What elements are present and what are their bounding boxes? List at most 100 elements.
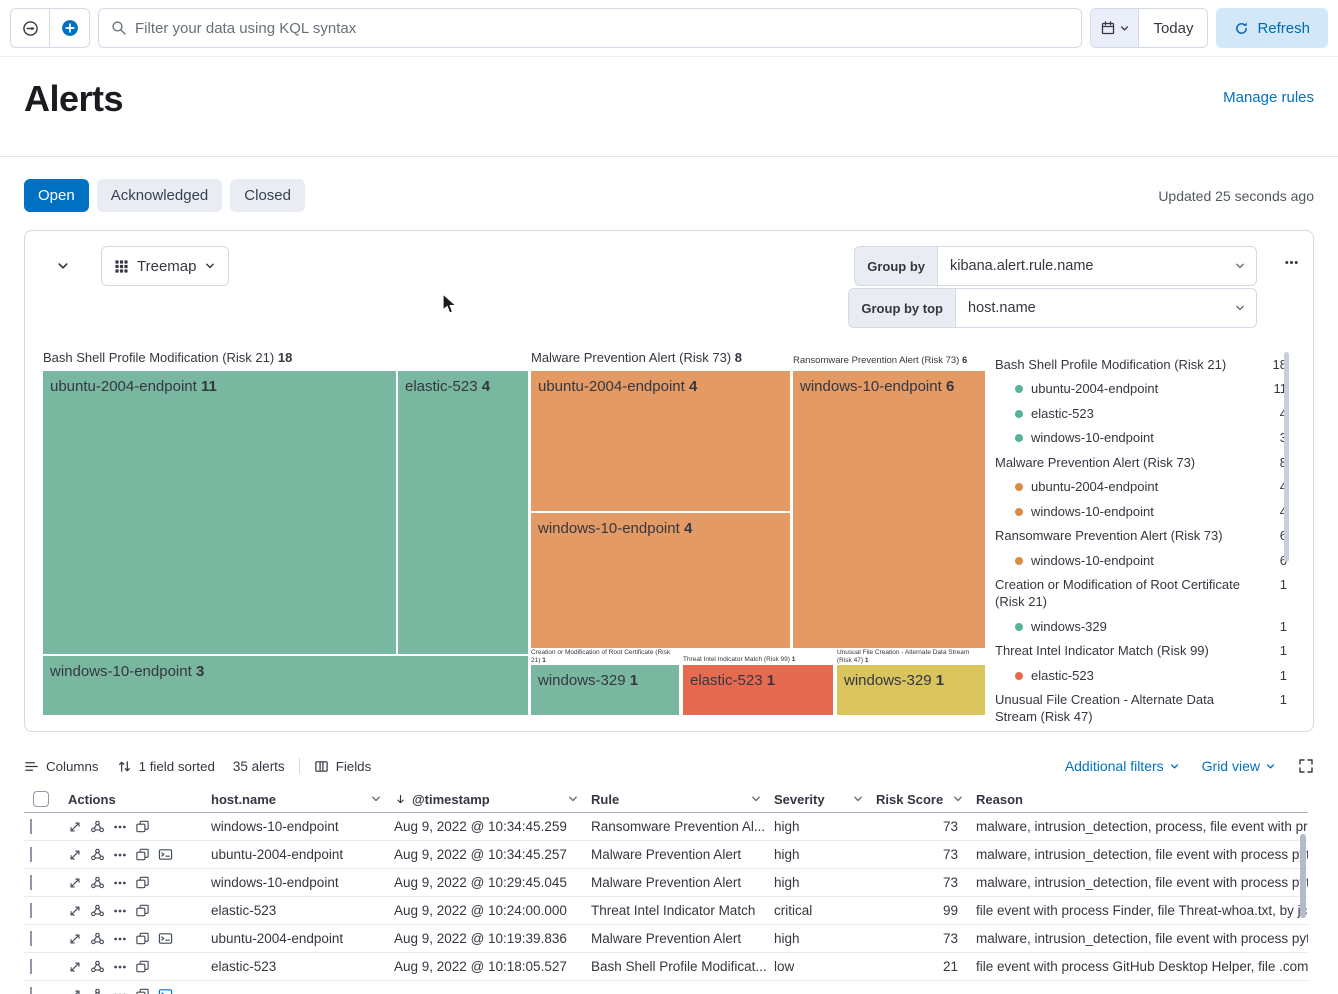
refresh-button[interactable]: Refresh [1216, 8, 1328, 48]
more-actions-icon[interactable] [113, 904, 127, 918]
more-actions-icon[interactable] [113, 848, 127, 862]
expand-alert-icon[interactable] [68, 932, 82, 946]
column-header-risk-score[interactable]: Risk Score [870, 792, 970, 807]
column-header-severity[interactable]: Severity [768, 792, 870, 807]
row-checkbox[interactable] [30, 959, 32, 974]
more-actions-icon[interactable] [113, 960, 127, 974]
treemap-tile[interactable]: ubuntu-2004-endpoint 4 [531, 371, 790, 511]
table-scrollbar[interactable] [1300, 834, 1306, 918]
row-actions [58, 903, 205, 918]
risk-score-cell: 73 [942, 875, 958, 890]
timestamp-cell: Aug 9, 2022 @ 10:18:05.527 [394, 959, 567, 974]
treemap-tile[interactable]: windows-10-endpoint 4 [531, 513, 790, 648]
date-quick-select-button[interactable] [1091, 9, 1140, 47]
more-actions-icon[interactable] [113, 876, 127, 890]
tab-closed[interactable]: Closed [230, 179, 305, 212]
treemap-tile[interactable]: elastic-523 4 [398, 371, 528, 654]
group-by-top-select[interactable]: host.name [955, 288, 1257, 328]
fullscreen-button[interactable] [1298, 758, 1314, 774]
timeline-icon[interactable] [135, 987, 150, 994]
tab-open[interactable]: Open [24, 179, 89, 212]
more-actions-icon[interactable] [113, 932, 127, 946]
columns-button[interactable]: Columns [24, 759, 99, 774]
expand-alert-icon[interactable] [68, 988, 82, 994]
column-header-reason[interactable]: Reason [976, 791, 1023, 807]
kql-search-input[interactable] [135, 19, 1070, 37]
page-header: Alerts Manage rules [0, 57, 1338, 120]
chevron-down-icon [370, 793, 382, 805]
column-header-host[interactable]: host.name [205, 792, 388, 807]
row-checkbox[interactable] [30, 903, 32, 918]
analyzer-icon[interactable] [90, 931, 105, 946]
treemap-tile[interactable]: windows-10-endpoint 6 [793, 371, 985, 648]
chart-options-button[interactable] [1284, 255, 1299, 270]
grid-view-button[interactable]: Grid view [1202, 758, 1276, 774]
analyzer-icon[interactable] [90, 847, 105, 862]
legend-item[interactable]: ubuntu-2004-endpoint 11 [995, 377, 1287, 402]
expand-alert-icon[interactable] [68, 848, 82, 862]
more-actions-icon[interactable] [113, 988, 127, 994]
expand-alert-icon[interactable] [68, 904, 82, 918]
row-checkbox[interactable] [30, 931, 32, 946]
reason-cell: file event with process GitHub Desktop H… [976, 959, 1308, 974]
group-by-select[interactable]: kibana.alert.rule.name [937, 246, 1257, 286]
chevron-down-icon [1169, 761, 1180, 772]
row-checkbox[interactable] [30, 875, 32, 890]
timeline-icon[interactable] [135, 875, 150, 890]
fields-icon [314, 759, 329, 774]
column-header-rule[interactable]: Rule [585, 792, 768, 807]
row-checkbox[interactable] [30, 847, 32, 862]
session-view-icon[interactable] [158, 987, 173, 994]
sort-fields-button[interactable]: 1 field sorted [117, 759, 215, 774]
analyzer-icon[interactable] [90, 987, 105, 994]
additional-filters-button[interactable]: Additional filters [1065, 758, 1180, 774]
treemap-tile[interactable]: ubuntu-2004-endpoint 11 [43, 371, 396, 654]
session-view-icon[interactable] [158, 847, 173, 862]
treemap-tile[interactable]: windows-329 1 [837, 665, 985, 715]
timeline-icon[interactable] [135, 847, 150, 862]
row-checkbox-cell [24, 875, 58, 890]
fields-button[interactable]: Fields [314, 759, 371, 774]
expand-alert-icon[interactable] [68, 820, 82, 834]
today-button[interactable]: Today [1139, 9, 1208, 47]
expand-alert-icon[interactable] [68, 876, 82, 890]
session-view-icon[interactable] [158, 931, 173, 946]
manage-rules-link[interactable]: Manage rules [1223, 89, 1314, 106]
legend-item[interactable]: elastic-523 1 [995, 663, 1287, 688]
analyzer-icon[interactable] [90, 903, 105, 918]
timeline-icon[interactable] [135, 931, 150, 946]
row-checkbox-cell [24, 819, 58, 834]
column-header-timestamp[interactable]: @timestamp [388, 792, 585, 807]
analyzer-icon[interactable] [90, 875, 105, 890]
treemap-tile[interactable]: windows-10-endpoint 3 [43, 656, 528, 715]
timeline-icon[interactable] [135, 959, 150, 974]
saved-query-menu-button[interactable] [11, 9, 50, 47]
treemap-tile[interactable]: windows-329 1 [531, 665, 679, 715]
select-all-checkbox[interactable] [33, 791, 49, 807]
analyzer-icon[interactable] [90, 819, 105, 834]
legend-scrollbar[interactable] [1284, 352, 1289, 562]
toolbar-right: Additional filters Grid view [1065, 758, 1314, 774]
chart-view-select[interactable]: Treemap [101, 246, 230, 286]
timeline-icon[interactable] [135, 819, 150, 834]
sort-descending-icon [394, 793, 407, 806]
add-filter-button[interactable] [50, 9, 89, 47]
add-filter-icon [61, 20, 78, 36]
row-checkbox[interactable] [30, 987, 32, 994]
treemap-group-title-small: Unusual File Creation - Alternate Data S… [837, 649, 970, 664]
legend-item[interactable]: windows-329 1 [995, 614, 1287, 639]
analyzer-icon[interactable] [90, 959, 105, 974]
row-actions [58, 847, 205, 862]
collapse-chart-button[interactable] [49, 255, 77, 277]
treemap-tile[interactable]: elastic-523 1 [683, 665, 833, 715]
row-checkbox[interactable] [30, 819, 32, 834]
more-actions-icon[interactable] [113, 820, 127, 834]
timeline-icon[interactable] [135, 903, 150, 918]
expand-alert-icon[interactable] [68, 960, 82, 974]
tab-acknowledged[interactable]: Acknowledged [96, 179, 223, 212]
